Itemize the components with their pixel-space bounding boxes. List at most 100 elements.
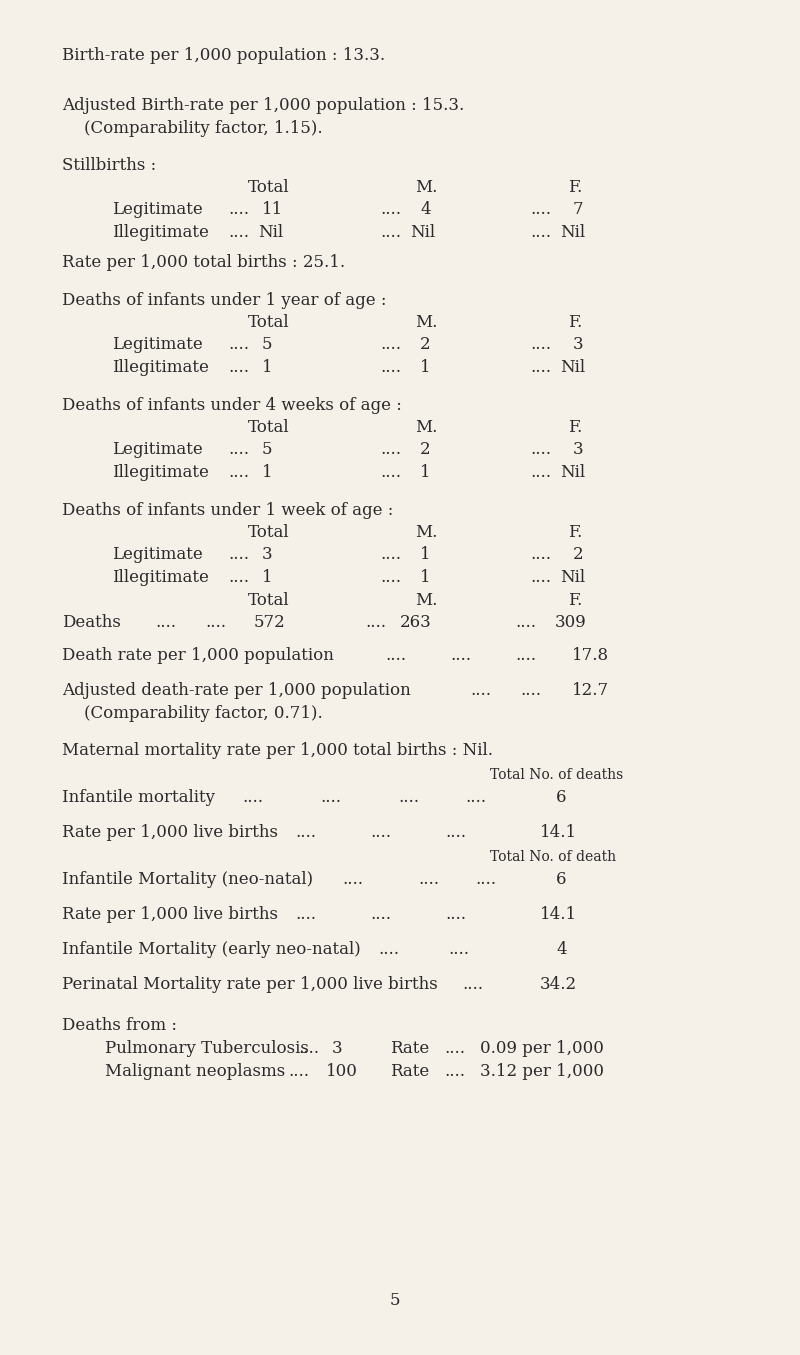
Text: 5: 5 <box>390 1293 401 1309</box>
Text: 1: 1 <box>262 359 273 375</box>
Text: ....: .... <box>228 546 249 562</box>
Text: Deaths: Deaths <box>62 614 121 631</box>
Text: Deaths from :: Deaths from : <box>62 1018 177 1034</box>
Text: ....: .... <box>475 871 496 888</box>
Text: Rate: Rate <box>390 1041 430 1057</box>
Text: Pulmonary Tuberculosis: Pulmonary Tuberculosis <box>105 1041 309 1057</box>
Text: ....: .... <box>445 824 466 841</box>
Text: Total: Total <box>248 314 290 331</box>
Text: 6: 6 <box>556 789 566 806</box>
Text: Maternal mortality rate per 1,000 total births : Nil.: Maternal mortality rate per 1,000 total … <box>62 743 493 759</box>
Text: 5: 5 <box>262 440 273 458</box>
Text: Deaths of infants under 4 weeks of age :: Deaths of infants under 4 weeks of age : <box>62 397 402 415</box>
Text: (Comparability factor, 1.15).: (Comparability factor, 1.15). <box>84 121 322 137</box>
Text: 1: 1 <box>262 463 273 481</box>
Text: Rate per 1,000 live births: Rate per 1,000 live births <box>62 824 278 841</box>
Text: ....: .... <box>530 359 551 375</box>
Text: ....: .... <box>380 440 401 458</box>
Text: Nil: Nil <box>560 463 585 481</box>
Text: ....: .... <box>515 614 536 631</box>
Text: Adjusted death-rate per 1,000 population: Adjusted death-rate per 1,000 population <box>62 682 410 699</box>
Text: ....: .... <box>365 614 386 631</box>
Text: Total: Total <box>248 592 290 608</box>
Text: ....: .... <box>295 824 316 841</box>
Text: ....: .... <box>445 906 466 923</box>
Text: ....: .... <box>530 336 551 354</box>
Text: Stillbirths :: Stillbirths : <box>62 157 156 173</box>
Text: Total No. of death: Total No. of death <box>490 850 616 864</box>
Text: ....: .... <box>380 359 401 375</box>
Text: 1: 1 <box>420 569 430 585</box>
Text: ....: .... <box>450 646 471 664</box>
Text: ....: .... <box>298 1041 319 1057</box>
Text: ....: .... <box>370 906 391 923</box>
Text: ....: .... <box>444 1064 465 1080</box>
Text: ....: .... <box>385 646 406 664</box>
Text: F.: F. <box>568 524 582 541</box>
Text: 1: 1 <box>420 546 430 562</box>
Text: Rate per 1,000 live births: Rate per 1,000 live births <box>62 906 278 923</box>
Text: M.: M. <box>415 592 438 608</box>
Text: ....: .... <box>380 546 401 562</box>
Text: ....: .... <box>530 201 551 218</box>
Text: ....: .... <box>398 789 419 806</box>
Text: ....: .... <box>530 546 551 562</box>
Text: 3.12 per 1,000: 3.12 per 1,000 <box>480 1064 604 1080</box>
Text: Nil: Nil <box>258 224 283 241</box>
Text: 1: 1 <box>262 569 273 585</box>
Text: 34.2: 34.2 <box>540 976 577 993</box>
Text: 3: 3 <box>573 336 584 354</box>
Text: ....: .... <box>295 906 316 923</box>
Text: ....: .... <box>228 201 249 218</box>
Text: Illegitimate: Illegitimate <box>112 569 209 585</box>
Text: F.: F. <box>568 592 582 608</box>
Text: ....: .... <box>530 463 551 481</box>
Text: Legitimate: Legitimate <box>112 201 202 218</box>
Text: ....: .... <box>242 789 263 806</box>
Text: 4: 4 <box>556 940 566 958</box>
Text: ....: .... <box>228 336 249 354</box>
Text: ....: .... <box>444 1041 465 1057</box>
Text: Illegitimate: Illegitimate <box>112 359 209 375</box>
Text: 3: 3 <box>332 1041 342 1057</box>
Text: ....: .... <box>520 682 541 699</box>
Text: ....: .... <box>380 569 401 585</box>
Text: ....: .... <box>380 463 401 481</box>
Text: 0.09 per 1,000: 0.09 per 1,000 <box>480 1041 604 1057</box>
Text: 12.7: 12.7 <box>572 682 609 699</box>
Text: Malignant neoplasms: Malignant neoplasms <box>105 1064 286 1080</box>
Text: 4: 4 <box>420 201 430 218</box>
Text: ....: .... <box>228 359 249 375</box>
Text: 572: 572 <box>254 614 286 631</box>
Text: 14.1: 14.1 <box>540 906 577 923</box>
Text: Legitimate: Legitimate <box>112 336 202 354</box>
Text: Legitimate: Legitimate <box>112 546 202 562</box>
Text: Nil: Nil <box>410 224 435 241</box>
Text: ....: .... <box>370 824 391 841</box>
Text: ....: .... <box>530 569 551 585</box>
Text: Illegitimate: Illegitimate <box>112 463 209 481</box>
Text: Perinatal Mortality rate per 1,000 live births: Perinatal Mortality rate per 1,000 live … <box>62 976 438 993</box>
Text: Total No. of deaths: Total No. of deaths <box>490 768 623 782</box>
Text: Infantile Mortality (neo-natal): Infantile Mortality (neo-natal) <box>62 871 313 888</box>
Text: ....: .... <box>378 940 399 958</box>
Text: 3: 3 <box>262 546 273 562</box>
Text: 6: 6 <box>556 871 566 888</box>
Text: ....: .... <box>228 463 249 481</box>
Text: 2: 2 <box>420 336 430 354</box>
Text: Deaths of infants under 1 year of age :: Deaths of infants under 1 year of age : <box>62 291 386 309</box>
Text: M.: M. <box>415 524 438 541</box>
Text: 11: 11 <box>262 201 283 218</box>
Text: ....: .... <box>515 646 536 664</box>
Text: 263: 263 <box>400 614 432 631</box>
Text: Total: Total <box>248 419 290 436</box>
Text: ....: .... <box>228 569 249 585</box>
Text: ....: .... <box>228 224 249 241</box>
Text: Nil: Nil <box>560 224 585 241</box>
Text: ....: .... <box>320 789 341 806</box>
Text: ....: .... <box>288 1064 309 1080</box>
Text: Rate per 1,000 total births : 25.1.: Rate per 1,000 total births : 25.1. <box>62 253 345 271</box>
Text: Legitimate: Legitimate <box>112 440 202 458</box>
Text: 17.8: 17.8 <box>572 646 609 664</box>
Text: ....: .... <box>380 336 401 354</box>
